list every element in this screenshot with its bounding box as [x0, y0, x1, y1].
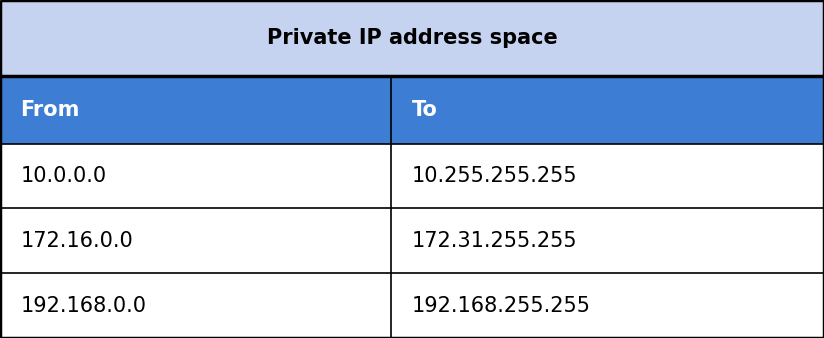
Text: 172.16.0.0: 172.16.0.0	[21, 231, 133, 251]
Text: 172.31.255.255: 172.31.255.255	[412, 231, 578, 251]
Text: Private IP address space: Private IP address space	[267, 28, 557, 48]
Bar	[0, 76, 391, 144]
Bar	[0, 209, 391, 273]
Bar	[391, 76, 824, 144]
Text: 10.0.0.0: 10.0.0.0	[21, 166, 107, 186]
Text: From: From	[21, 100, 80, 120]
Bar	[391, 209, 824, 273]
Bar	[0, 0, 824, 76]
Text: 10.255.255.255: 10.255.255.255	[412, 166, 578, 186]
Bar	[391, 273, 824, 338]
Text: 192.168.255.255: 192.168.255.255	[412, 296, 591, 316]
Bar	[0, 273, 391, 338]
Text: 192.168.0.0: 192.168.0.0	[21, 296, 147, 316]
Text: To: To	[412, 100, 438, 120]
Bar	[391, 144, 824, 209]
Bar	[0, 144, 391, 209]
